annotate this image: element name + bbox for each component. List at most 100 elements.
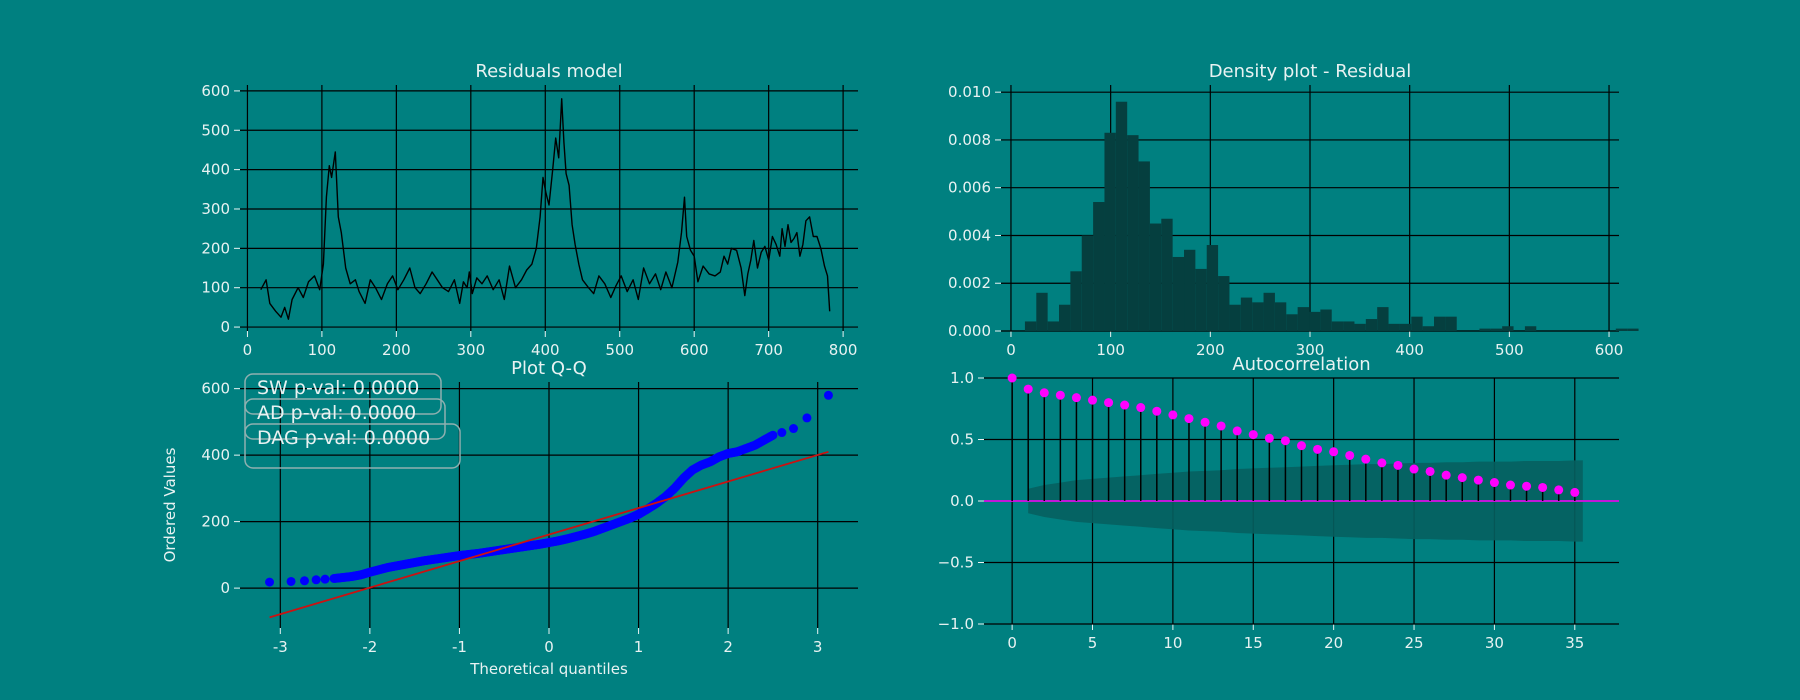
chart-0: Residuals model 0 100 200 300 400 500 600 700 800… bbox=[201, 61, 858, 359]
x-axis-label: Theoretical quantiles bbox=[469, 660, 628, 678]
histogram-bar bbox=[1161, 218, 1173, 331]
acf-point bbox=[1200, 417, 1210, 427]
acf-stems bbox=[1007, 373, 1580, 501]
histogram-bar bbox=[1365, 319, 1378, 331]
histogram-bar bbox=[1115, 101, 1128, 331]
histogram-bar bbox=[1070, 271, 1082, 331]
y-tick-label: 1.0 bbox=[950, 369, 974, 387]
y-tick-label: 0.004 bbox=[948, 226, 991, 244]
acf-point bbox=[1152, 406, 1162, 416]
acf-point bbox=[1216, 421, 1226, 431]
acf-point bbox=[1522, 481, 1532, 491]
y-tick-label: 0.5 bbox=[950, 431, 974, 449]
acf-point bbox=[1023, 384, 1033, 394]
chart-title: Autocorrelation bbox=[1232, 354, 1370, 375]
x-tick-label: -3 bbox=[273, 638, 288, 656]
y-tick-label: 100 bbox=[201, 279, 230, 297]
acf-point bbox=[1329, 447, 1339, 457]
acf-point bbox=[1168, 410, 1178, 420]
histogram-bar bbox=[1411, 316, 1423, 331]
qq-point bbox=[299, 576, 309, 586]
x-tick-label: 0 bbox=[243, 341, 253, 359]
y-tick-label: 200 bbox=[201, 513, 230, 531]
y-tick-label: −1.0 bbox=[938, 615, 974, 633]
residual-series-line bbox=[260, 98, 831, 320]
acf-point bbox=[1489, 478, 1499, 488]
acf-point bbox=[1104, 398, 1114, 408]
histogram-bar bbox=[1263, 292, 1275, 331]
x-tick-label: 300 bbox=[1296, 341, 1325, 359]
qq-point bbox=[320, 574, 330, 584]
histogram-bars bbox=[1024, 101, 1639, 331]
x-tick-label: 700 bbox=[754, 341, 783, 359]
histogram-bar bbox=[1479, 328, 1491, 331]
histogram-bar bbox=[1218, 276, 1230, 331]
acf-point bbox=[1313, 444, 1323, 454]
qq-points bbox=[265, 390, 833, 587]
histogram-bar bbox=[1422, 326, 1434, 331]
x-tick-label: 400 bbox=[1395, 341, 1424, 359]
acf-point bbox=[1361, 454, 1371, 464]
y-tick-label: 500 bbox=[201, 121, 230, 139]
acf-point bbox=[1088, 395, 1098, 405]
histogram-bar bbox=[1024, 321, 1037, 331]
histogram-bar bbox=[1377, 307, 1389, 331]
histogram-bar bbox=[1138, 161, 1150, 331]
x-tick-label: 15 bbox=[1244, 634, 1263, 652]
acf-point bbox=[1377, 458, 1387, 468]
histogram-bar bbox=[1309, 311, 1321, 331]
histogram-bar bbox=[1297, 307, 1310, 331]
acf-point bbox=[1120, 400, 1130, 410]
histogram-bar bbox=[1149, 223, 1162, 331]
y-tick-label: 0.000 bbox=[948, 322, 991, 340]
acf-point bbox=[1136, 403, 1146, 413]
histogram-bar bbox=[1127, 135, 1139, 331]
histogram-bar bbox=[1388, 323, 1400, 331]
histogram-bar bbox=[1502, 326, 1514, 331]
qq-point bbox=[311, 575, 321, 585]
x-tick-label: 200 bbox=[382, 341, 411, 359]
x-tick-label: 3 bbox=[813, 638, 823, 656]
acf-point bbox=[1184, 414, 1194, 424]
histogram-bar bbox=[1274, 302, 1287, 331]
acf-point bbox=[1007, 373, 1017, 383]
y-tick-label: 400 bbox=[201, 161, 230, 179]
chart-title: Residuals model bbox=[475, 61, 622, 82]
y-tick-label: −0.5 bbox=[938, 554, 974, 572]
x-tick-label: 0 bbox=[544, 638, 554, 656]
x-tick-label: 500 bbox=[1495, 341, 1524, 359]
x-tick-label: 30 bbox=[1485, 634, 1504, 652]
acf-point bbox=[1055, 390, 1065, 400]
stat-annotation: DAG p-val: 0.0000 bbox=[257, 427, 430, 449]
y-tick-label: 200 bbox=[201, 239, 230, 257]
x-tick-label: 5 bbox=[1088, 634, 1098, 652]
histogram-bar bbox=[1252, 302, 1264, 331]
chart-1: Density plot - Residual 0 100 200 300 400 500 6… bbox=[948, 61, 1639, 359]
histogram-bar bbox=[1184, 249, 1196, 331]
acf-point bbox=[1232, 426, 1242, 436]
histogram-bar bbox=[1240, 297, 1253, 331]
histogram-bar bbox=[1490, 328, 1503, 331]
x-tick-label: 0 bbox=[1007, 634, 1017, 652]
histogram-bar bbox=[1104, 132, 1116, 331]
x-tick-label: 600 bbox=[1595, 341, 1624, 359]
x-tick-label: 300 bbox=[456, 341, 485, 359]
acf-point bbox=[1393, 460, 1403, 470]
histogram-bar bbox=[1286, 314, 1298, 331]
y-tick-label: 0.0 bbox=[950, 492, 974, 510]
x-tick-label: 200 bbox=[1196, 341, 1225, 359]
stat-box bbox=[244, 398, 446, 440]
histogram-bar bbox=[1047, 321, 1060, 331]
x-tick-label: 500 bbox=[605, 341, 634, 359]
acf-point bbox=[1071, 393, 1081, 403]
histogram-bar bbox=[1320, 309, 1332, 331]
y-tick-label: 600 bbox=[201, 380, 230, 398]
acf-point bbox=[1280, 436, 1290, 446]
histogram-bar bbox=[1399, 323, 1412, 331]
y-tick-label: 600 bbox=[201, 82, 230, 100]
acf-point bbox=[1297, 441, 1306, 451]
x-tick-label: -2 bbox=[362, 638, 377, 656]
histogram-bar bbox=[1206, 245, 1219, 331]
x-tick-label: -1 bbox=[452, 638, 467, 656]
x-tick-label: 0 bbox=[1006, 341, 1016, 359]
